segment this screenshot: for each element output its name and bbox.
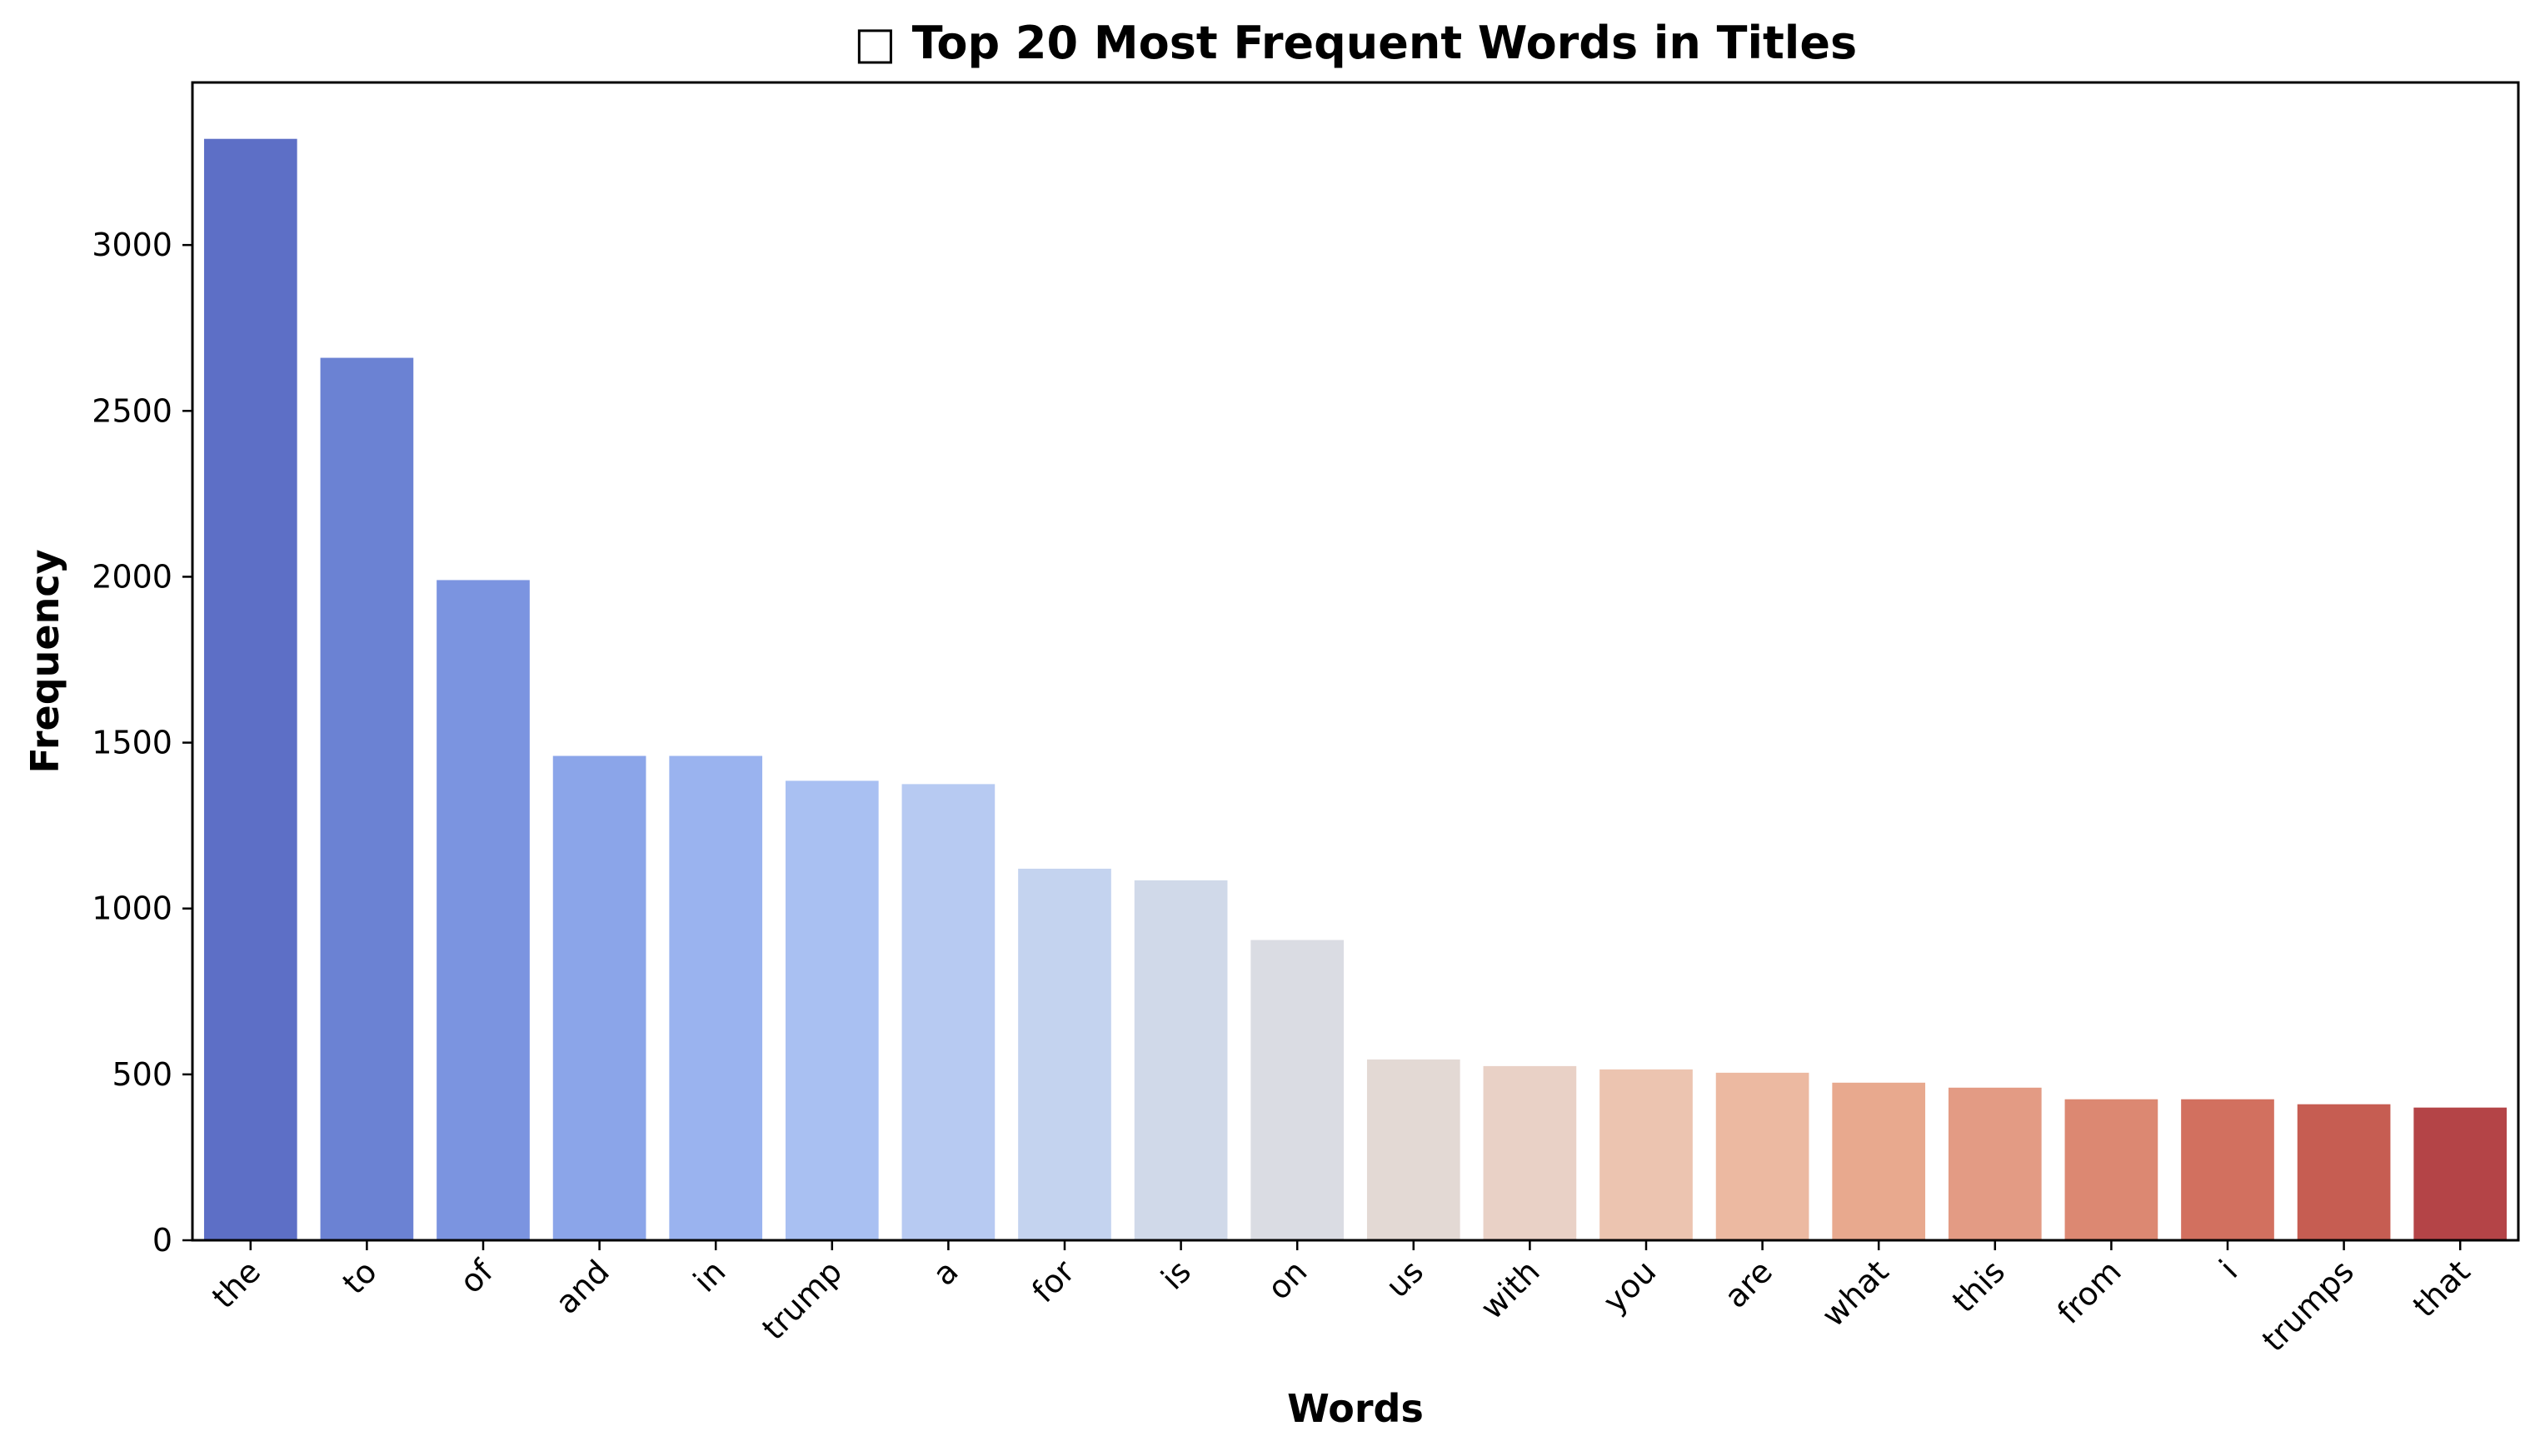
bars-layer	[203, 138, 2508, 1241]
bar-a	[901, 784, 996, 1240]
bar-in	[669, 755, 763, 1240]
bar-is	[1134, 880, 1228, 1240]
bar-trumps	[2297, 1104, 2391, 1240]
y-tick-label: 2500	[92, 392, 172, 429]
bar-that	[2413, 1107, 2508, 1240]
bar-on	[1250, 940, 1345, 1240]
y-axis-ticks: 0 500 1000 1500 2000 2500 3000	[92, 227, 192, 1259]
plot-frame	[191, 81, 2520, 1242]
bar-of	[437, 580, 530, 1240]
bar-this	[1948, 1087, 2042, 1240]
bar-trump	[785, 780, 879, 1240]
y-tick-label: 3000	[92, 227, 172, 263]
bar-with	[1483, 1065, 1577, 1240]
bar-are	[1715, 1072, 1809, 1240]
bar-us	[1366, 1059, 1460, 1240]
bar-what	[1832, 1082, 1926, 1240]
bar-i	[2181, 1099, 2274, 1240]
y-tick-label: 1500	[92, 725, 172, 761]
y-tick-label: 1000	[92, 890, 172, 927]
x-axis-title: Words	[1287, 1386, 1424, 1431]
y-axis-title: Frequency	[22, 549, 67, 773]
bar-for	[1018, 868, 1111, 1240]
bar-the	[203, 138, 297, 1240]
bar-to	[320, 357, 414, 1241]
chart-title: □ Top 20 Most Frequent Words in Titles	[854, 17, 1857, 69]
y-tick-label: 500	[112, 1056, 172, 1093]
bar-and	[552, 755, 646, 1240]
bar-from	[2064, 1099, 2158, 1240]
y-tick-label: 0	[152, 1222, 172, 1259]
y-tick-label: 2000	[92, 558, 172, 595]
bar-you	[1599, 1069, 1693, 1240]
